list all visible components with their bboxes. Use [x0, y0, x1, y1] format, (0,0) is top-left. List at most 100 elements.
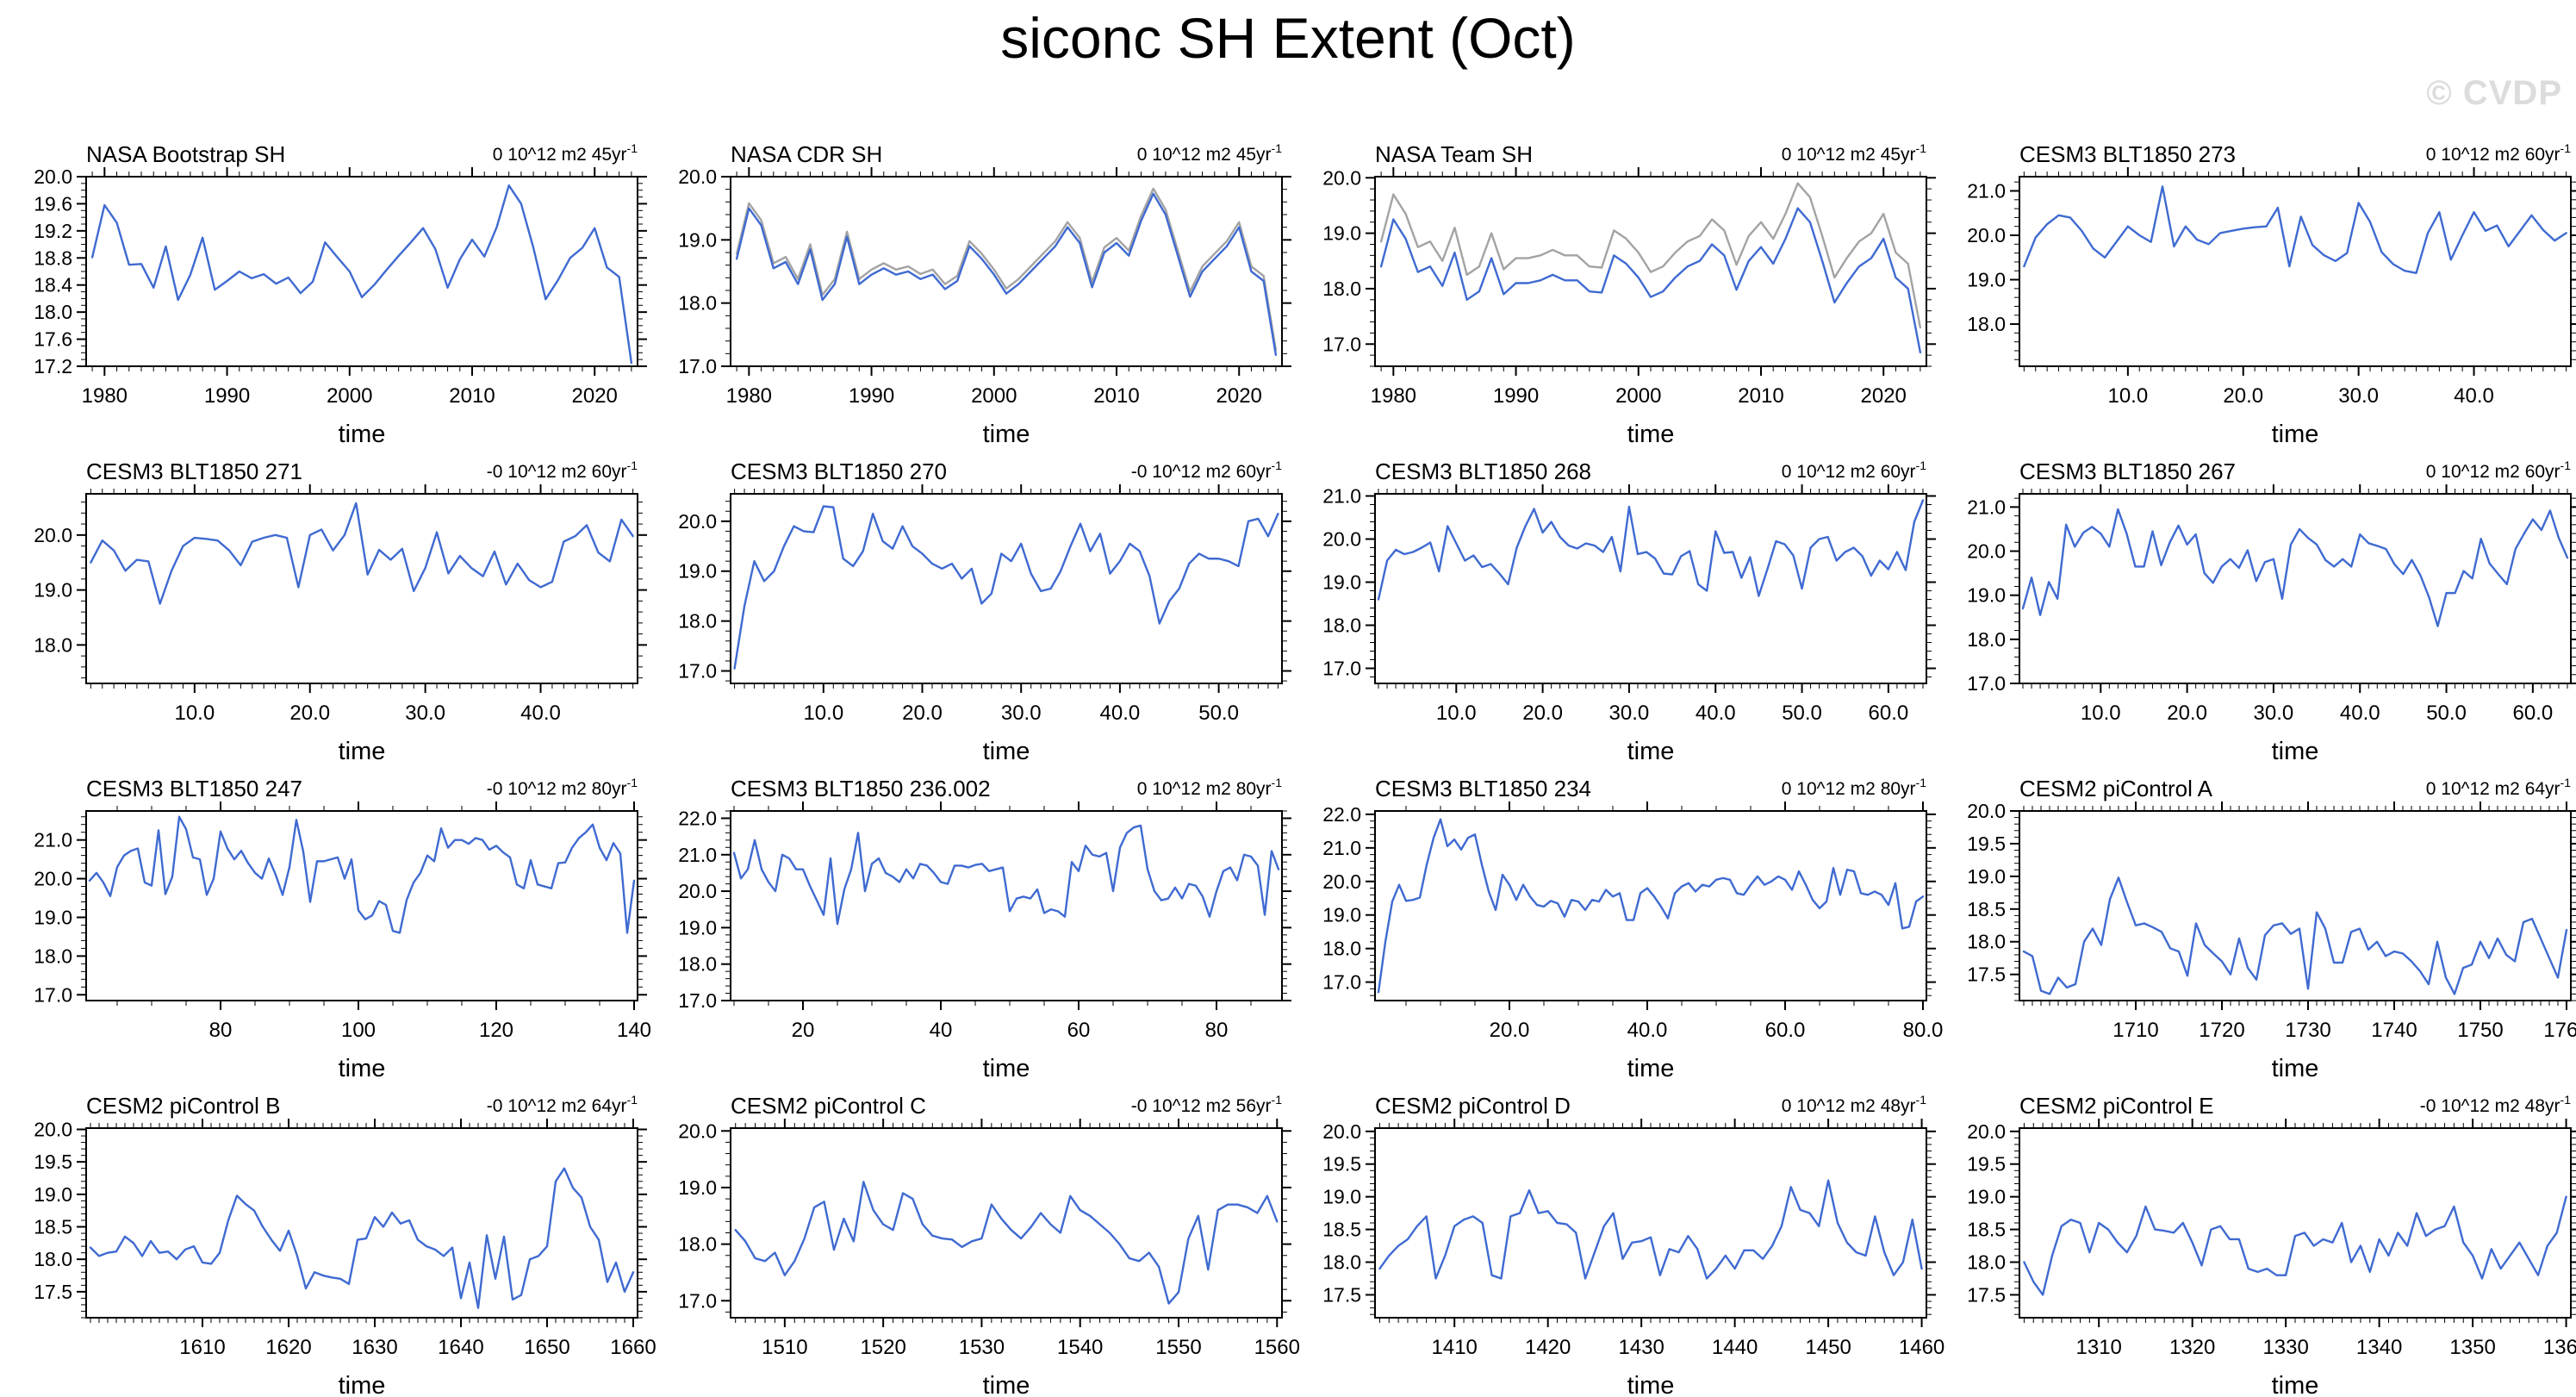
chart-title: CESM2 piControl A	[2019, 776, 2213, 801]
y-tick-label: 19.5	[34, 1151, 72, 1173]
x-tick-label: 40.0	[1627, 1019, 1668, 1042]
chart-svg: 1980 1990 2000 2010 2020 17.0 18.0 19.0 20.0 NASA…	[678, 141, 1291, 446]
x-axis-label: time	[1627, 1372, 1675, 1397]
x-tick-label: 80	[209, 1019, 233, 1042]
x-tick-label: 40.0	[2454, 384, 2494, 408]
plot-box	[2019, 810, 2572, 1001]
chart-unit-label: 0 10^12 m2 60yr-1	[1782, 458, 1926, 482]
x-tick-label: 1530	[959, 1336, 1005, 1359]
axis-tick-labels: 80 100 120 140 17.0 18.0 19.0 20.0 21.0	[34, 829, 651, 1042]
chart-title: NASA Bootstrap SH	[86, 141, 285, 167]
x-tick-label: 2020	[1216, 384, 1262, 408]
x-tick-label: 1550	[1155, 1336, 1201, 1359]
x-axis-label: time	[2272, 1372, 2319, 1397]
x-tick-label: 10.0	[2107, 384, 2148, 408]
axis-tick-labels: 10.0 20.0 30.0 40.0 18.0 19.0 20.0	[34, 524, 561, 725]
y-tick-label: 17.0	[1322, 333, 1361, 355]
x-tick-label: 1360	[2543, 1336, 2576, 1359]
axis-tick-labels: 10.0 20.0 30.0 40.0 50.0 60.0 17.0 18.0 19.0 20.0…	[1967, 496, 2553, 725]
chart-unit-label: 0 10^12 m2 45yr-1	[1782, 141, 1926, 165]
x-tick-label: 40.0	[1100, 702, 1141, 725]
y-tick-label: 19.0	[1967, 269, 2006, 291]
chart-title: CESM2 piControl E	[2019, 1093, 2213, 1119]
axis-tick-labels: 1980 1990 2000 2010 2020 17.0 18.0 19.0 20.0	[1322, 166, 1907, 408]
chart-unit-label: 0 10^12 m2 60yr-1	[2426, 141, 2571, 165]
x-axis-label: time	[983, 421, 1030, 446]
x-tick-label: 30.0	[1001, 702, 1042, 725]
x-axis-label: time	[2272, 421, 2319, 446]
y-tick-label: 17.0	[678, 989, 717, 1012]
x-axis-label: time	[339, 738, 386, 764]
y-tick-label: 17.0	[1322, 971, 1361, 994]
chart-cesm2-picontrol-b: 1610 1620 1630 1640 1650 1660 17.5 18.0 18.5 19.0…	[24, 1081, 668, 1397]
x-tick-label: 1540	[1057, 1336, 1103, 1359]
y-tick-label: 18.0	[1967, 1251, 2006, 1274]
y-tick-label: 17.5	[1967, 1283, 2006, 1306]
x-axis-label: time	[2272, 1055, 2319, 1081]
y-tick-label: 21.0	[1967, 179, 2006, 202]
y-tick-label: 18.0	[678, 610, 717, 633]
axis-tick-labels: 10.0 20.0 30.0 40.0 18.0 19.0 20.0 21.0	[1967, 179, 2494, 408]
chart-title: CESM3 BLT1850 236.002	[731, 776, 991, 801]
y-tick-label: 21.0	[1967, 496, 2006, 518]
y-tick-label: 20.0	[1967, 800, 2006, 822]
chart-cesm3-blt1850-267: 10.0 20.0 30.0 40.0 50.0 60.0 17.0 18.0 19.0 20.0…	[1957, 446, 2576, 764]
y-tick-label: 18.0	[34, 301, 72, 323]
plot-box	[730, 176, 1283, 367]
x-axis-label: time	[1627, 421, 1675, 446]
x-tick-label: 30.0	[2254, 702, 2294, 725]
series-line-model	[2023, 185, 2567, 274]
y-tick-label: 17.6	[34, 328, 72, 351]
axis-tick-labels: 1610 1620 1630 1640 1650 1660 17.5 18.0 18.5 19.0…	[34, 1119, 656, 1359]
x-tick-label: 1740	[2371, 1019, 2417, 1042]
series-line-model	[2022, 876, 2568, 995]
series-line-model	[2021, 508, 2569, 627]
y-tick-label: 20.0	[34, 165, 72, 188]
series-line-model	[732, 824, 1280, 926]
plot-box	[1374, 810, 1927, 1001]
y-tick-label: 19.0	[1967, 1186, 2006, 1208]
chart-cesm3-blt1850-268: 10.0 20.0 30.0 40.0 50.0 60.0 17.0 18.0 19.0 20.0…	[1313, 446, 1957, 764]
chart-svg: 20.0 40.0 60.0 80.0 17.0 18.0 19.0 20.0 21.0 22.0…	[1322, 776, 1943, 1081]
axis-major-ticks	[1366, 484, 1936, 693]
y-tick-label: 18.0	[1322, 614, 1361, 637]
y-tick-label: 17.0	[678, 355, 717, 377]
axis-minor-ticks	[1370, 489, 1932, 689]
x-tick-label: 10.0	[803, 702, 843, 725]
x-tick-label: 1990	[849, 384, 894, 408]
chart-cesm2-picontrol-c: 1510 1520 1530 1540 1550 1560 17.0 18.0 19.0 20.0…	[669, 1081, 1312, 1397]
chart-cesm3-blt1850-236-002: 20 40 60 80 17.0 18.0 19.0 20.0 21.0 22.0 CESM3 BL…	[669, 764, 1312, 1081]
chart-unit-label: -0 10^12 m2 80yr-1	[487, 776, 638, 799]
y-tick-label: 17.5	[34, 1281, 72, 1303]
figure-title: siconc SH Extent (Oct)	[1000, 6, 1576, 70]
y-tick-label: 17.0	[678, 660, 717, 683]
y-tick-label: 21.0	[34, 829, 72, 851]
y-tick-label: 18.0	[1967, 628, 2006, 651]
axis-minor-ticks	[2014, 172, 2576, 371]
x-tick-label: 1320	[2169, 1336, 2215, 1359]
chart-svg: 1310 1320 1330 1340 1350 1360 17.5 18.0 18.5 19.0…	[1967, 1093, 2576, 1397]
x-tick-label: 40	[930, 1019, 953, 1042]
x-tick-label: 60.0	[1765, 1019, 1806, 1042]
chart-svg: 10.0 20.0 30.0 40.0 50.0 17.0 18.0 19.0 20.0 CESM…	[678, 458, 1291, 764]
y-tick-label: 19.5	[1967, 1153, 2006, 1176]
series-line-observations	[1379, 207, 1922, 354]
series-line-observations	[90, 184, 633, 365]
chart-nasa-cdr-sh: 1980 1990 2000 2010 2020 17.0 18.0 19.0 20.0 NASA…	[669, 129, 1312, 446]
series-line-model	[734, 1181, 1279, 1305]
x-tick-label: 30.0	[405, 702, 445, 725]
plot-box	[85, 810, 638, 1001]
x-tick-label: 10.0	[1436, 702, 1477, 725]
axis-tick-labels: 1510 1520 1530 1540 1550 1560 17.0 18.0 19.0 20.0	[678, 1119, 1300, 1359]
x-tick-label: 60.0	[2513, 702, 2554, 725]
x-axis-label: time	[983, 1372, 1030, 1397]
x-tick-label: 1990	[1493, 384, 1539, 408]
plot-box	[85, 176, 638, 367]
axis-major-ticks	[2010, 167, 2576, 376]
y-tick-label: 20.0	[1322, 870, 1361, 893]
x-tick-label: 40.0	[520, 702, 561, 725]
chart-title: CESM2 piControl C	[731, 1093, 926, 1119]
plot-box	[2019, 1127, 2572, 1319]
chart-cesm3-blt1850-234: 20.0 40.0 60.0 80.0 17.0 18.0 19.0 20.0 21.0 22.0…	[1313, 764, 1957, 1081]
x-tick-label: 20.0	[2167, 702, 2207, 725]
